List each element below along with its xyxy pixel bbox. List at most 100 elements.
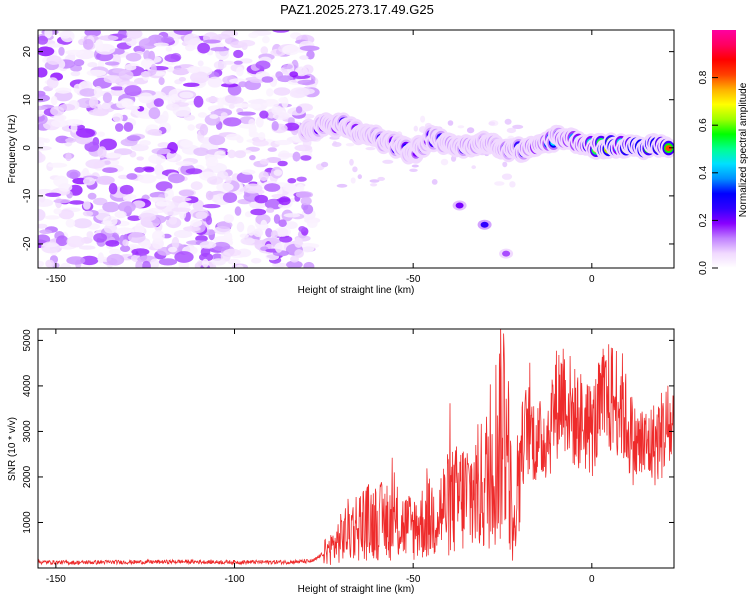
heatmap-fringe-cell [494,181,505,186]
heatmap-fringe-cell [501,173,513,180]
heatmap-noise-cell [228,103,235,109]
heatmap-noise-cell [265,157,282,163]
heatmap-noise-cell [197,42,211,54]
heatmap-fringe-cell [377,176,386,181]
heatmap-noise-cell [53,208,62,215]
heatmap-noise-cell [171,195,183,203]
heatmap-noise-cell [278,97,288,104]
heatmap-noise-cell [151,148,171,155]
heatmap-noise-cell [225,176,232,184]
heatmap-noise-cell [39,229,52,234]
heatmap-noise-cell [270,48,286,57]
x-tick-label: -100 [225,574,245,585]
heatmap-noise-cell [239,58,253,64]
spectrogram-heatmap [38,30,674,268]
heatmap-fringe-cell [431,179,438,185]
heatmap-noise-cell [38,260,45,268]
heatmap-noise-cell [278,196,291,206]
heatmap-noise-cell [279,235,293,243]
heatmap-noise-cell [58,209,75,220]
heatmap-fringe-cell [350,177,356,184]
heatmap-noise-cell [251,257,262,264]
heatmap-noise-cell [166,151,177,162]
heatmap-noise-cell [216,199,226,205]
heatmap-noise-cell [114,210,127,219]
y-tick-label: 5000 [22,329,33,352]
heatmap-noise-cell [179,91,194,99]
heatmap-noise-cell [253,228,264,238]
heatmap-noise-cell [84,30,101,37]
heatmap-noise-cell [104,61,120,66]
heatmap-noise-cell [223,214,234,223]
colorbar-label: Normalized spectral amplitude [738,82,749,217]
heatmap-noise-cell [115,227,135,235]
heatmap-noise-cell [207,176,224,185]
heatmap-noise-cell [306,219,318,229]
heatmap-noise-cell [292,151,301,162]
x-tick-label: 0 [589,574,595,585]
heatmap-noise-cell [244,211,253,218]
heatmap-noise-cell [143,50,151,61]
heatmap-noise-cell [168,216,178,225]
heatmap-noise-cell [295,191,313,199]
heatmap-noise-cell [173,229,193,239]
heatmap-noise-cell [134,222,145,235]
heatmap-fringe-cell [413,125,418,132]
heatmap-noise-cell [233,49,244,59]
heatmap-noise-cell [166,66,174,73]
heatmap-noise-cell [223,231,233,242]
heatmap-noise-cell [161,110,169,122]
heatmap-noise-cell [195,211,208,220]
heatmap-noise-cell [121,98,135,108]
heatmap-noise-cell [76,128,95,138]
heatmap-noise-cell [65,137,77,143]
heatmap-noise-cell [272,262,288,268]
heatmap-noise-cell [258,171,269,182]
heatmap-side-blob [455,202,464,209]
heatmap-fringe-cell [336,183,348,188]
heatmap-fringe-cell [331,142,342,147]
heatmap-noise-cell [178,189,195,197]
snr-panel: -150 -100 -50 0 1000 2000 3000 4000 5000 Height … [7,328,675,595]
heatmap-noise-cell [210,47,230,52]
heatmap-noise-cell [260,46,269,55]
heatmap-noise-cell [262,35,270,44]
heatmap-noise-cell [227,149,236,159]
heatmap-noise-cell [93,233,107,243]
heatmap-noise-cell [264,183,281,192]
heatmap-noise-cell [216,182,234,192]
heatmap-noise-cell [277,160,288,167]
heatmap-noise-cell [300,242,315,253]
heatmap-noise-cell [289,71,299,78]
heatmap-noise-cell [108,248,121,255]
heatmap-noise-cell [255,116,264,128]
heatmap-noise-cell [187,65,201,74]
heatmap-noise-cell [236,66,244,77]
heatmap-noise-cell [112,113,124,123]
heatmap-fringe-cell [512,124,524,129]
heatmap-noise-cell [65,49,84,56]
heatmap-noise-cell [282,44,300,56]
heatmap-noise-cell [102,215,118,227]
heatmap-noise-cell [38,35,48,45]
heatmap-noise-cell [38,94,50,103]
snr-axes: -150 -100 -50 0 1000 2000 3000 4000 5000 [22,329,674,585]
heatmap-noise-cell [148,154,166,164]
heatmap-ridge-cell [665,145,672,152]
heatmap-noise-cell [127,215,142,221]
heatmap-noise-cell [65,152,72,162]
heatmap-noise-cell [44,30,53,39]
x-tick-label: -50 [406,274,421,285]
heatmap-noise-cell [272,30,290,33]
heatmap-noise-cell [50,106,65,116]
heatmap-noise-cell [108,183,118,195]
heatmap-noise-cell [227,96,244,104]
y-tick-label: -10 [22,188,33,203]
heatmap-noise-cell [164,54,181,63]
heatmap-noise-cell [102,152,123,159]
heatmap-noise-cell [139,140,152,146]
heatmap-noise-cell [138,38,157,50]
heatmap-noise-cell [103,160,111,165]
heatmap-noise-cell [118,201,136,213]
heatmap-noise-cell [233,103,251,108]
